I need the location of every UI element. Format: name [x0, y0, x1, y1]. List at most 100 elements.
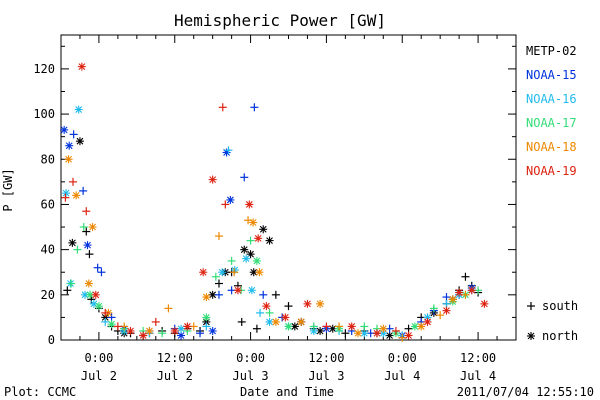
north-point — [385, 331, 394, 340]
x-tick-time-label: 12:00 — [157, 351, 193, 365]
south-point — [250, 103, 259, 112]
south-point — [252, 324, 261, 333]
north-point — [240, 245, 249, 254]
south-point — [79, 186, 88, 195]
south-point — [202, 322, 211, 331]
south-point — [101, 308, 110, 317]
y-tick-label: 40 — [41, 243, 55, 257]
south-point — [442, 293, 451, 302]
north-point — [271, 317, 280, 326]
north-point — [74, 105, 83, 114]
x-tick-date-label: Jul 2 — [157, 369, 193, 383]
legend-item: NOAA-19 — [526, 164, 577, 178]
y-tick-label: 20 — [41, 288, 55, 302]
north-point — [360, 329, 369, 338]
north-point — [177, 331, 186, 340]
north-point — [202, 313, 211, 322]
north-point — [68, 238, 77, 247]
south-point — [461, 290, 470, 299]
north-point — [126, 326, 135, 335]
north-point — [139, 331, 148, 340]
north-point — [81, 290, 90, 299]
north-point — [91, 290, 100, 299]
north-point — [297, 317, 306, 326]
south-point — [69, 177, 78, 186]
south-point — [67, 279, 76, 288]
north-point — [145, 326, 154, 335]
x-axis: 0:00 Jul 2 12:00 Jul 2 0:00 Jul 3 12:00 Jul 3 0:… — [79, 35, 498, 383]
south-point — [214, 290, 223, 299]
series-noaa-18 — [64, 155, 470, 342]
series-metp-02 — [63, 137, 483, 340]
north-point — [252, 256, 261, 265]
north-point — [199, 268, 208, 277]
south-point — [63, 286, 72, 295]
south-point — [82, 207, 91, 216]
south-symbol — [527, 302, 535, 310]
north-point — [467, 286, 476, 295]
south-point — [101, 317, 110, 326]
north-point — [84, 279, 93, 288]
south-point — [240, 173, 249, 182]
y-axis: 0 20 40 60 80 100 120 — [33, 45, 516, 347]
north-point — [226, 195, 235, 204]
north-point — [247, 286, 256, 295]
y-tick-label: 100 — [33, 107, 55, 121]
north-point — [347, 322, 356, 331]
north-point — [242, 254, 251, 263]
legend-item: NOAA-15 — [526, 68, 577, 82]
north-point — [255, 268, 264, 277]
north-point — [88, 223, 97, 232]
north-point — [202, 293, 211, 302]
south-point — [211, 272, 220, 281]
north-point — [86, 290, 95, 299]
y-tick-label: 80 — [41, 152, 55, 166]
north-point — [72, 191, 81, 200]
south-point — [309, 322, 318, 331]
north-symbol — [527, 332, 535, 340]
north-point — [245, 200, 254, 209]
south-point — [151, 317, 160, 326]
y-axis-label: P [GW] — [1, 168, 15, 211]
north-point — [423, 317, 432, 326]
north-point — [107, 320, 116, 329]
footer-left: Plot: CCMC — [4, 385, 76, 399]
x-tick-date-label: Jul 3 — [233, 369, 269, 383]
south-point — [196, 329, 205, 338]
y-tick-label: 0 — [48, 333, 55, 347]
south-point — [246, 236, 255, 245]
south-point — [85, 250, 94, 259]
north-point — [303, 299, 312, 308]
legend-item: NOAA-17 — [526, 116, 577, 130]
x-tick-date-label: Jul 4 — [384, 369, 420, 383]
legend-item: NOAA-18 — [526, 140, 577, 154]
south-point — [360, 322, 369, 331]
south-point — [113, 322, 122, 331]
south-point — [97, 268, 106, 277]
south-point — [284, 302, 293, 311]
south-point — [82, 227, 91, 236]
south-point — [69, 130, 78, 139]
north-point — [316, 299, 325, 308]
south-point — [73, 245, 82, 254]
south-point — [259, 290, 268, 299]
marker-legend-label: north — [542, 329, 578, 343]
north-point — [75, 137, 84, 146]
legend: METP-02 NOAA-15 NOAA-16 NOAA-17 NOAA-18 NOAA-… — [526, 44, 577, 178]
north-point — [259, 225, 268, 234]
south-point — [227, 256, 236, 265]
north-point — [62, 189, 71, 198]
x-tick-date-label: Jul 2 — [81, 369, 117, 383]
north-point — [354, 329, 363, 338]
series-noaa-16 — [62, 105, 476, 340]
north-point — [218, 268, 227, 277]
marker-legend: south north — [527, 299, 578, 343]
north-point — [455, 288, 464, 297]
x-tick-time-label: 0:00 — [236, 351, 265, 365]
north-point — [208, 175, 217, 184]
plot-frame — [60, 34, 517, 341]
north-point — [208, 326, 217, 335]
south-point — [230, 268, 239, 277]
south-point — [341, 329, 350, 338]
